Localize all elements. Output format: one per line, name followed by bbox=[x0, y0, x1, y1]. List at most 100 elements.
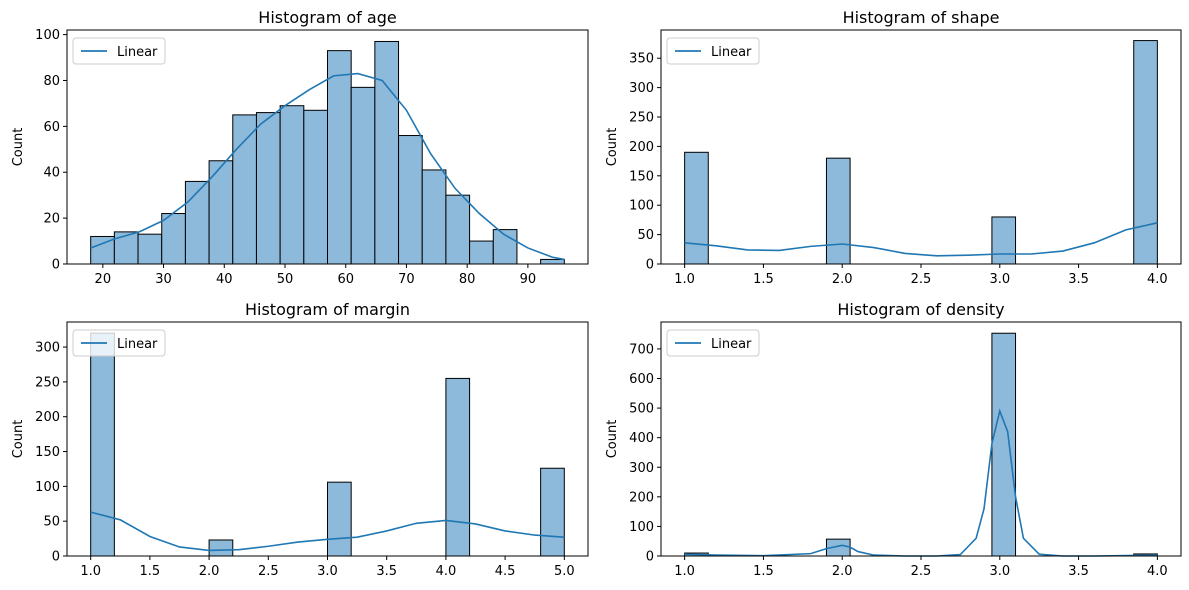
chart-shape-xtick-label: 2.0 bbox=[832, 272, 853, 287]
chart-density-kde-line bbox=[684, 408, 1158, 557]
chart-shape-ytick-label: 200 bbox=[629, 140, 654, 155]
chart-age-xtick-label: 30 bbox=[155, 272, 172, 287]
chart-density-ytick-label: 200 bbox=[629, 490, 654, 505]
chart-density-xtick-label: 1.0 bbox=[674, 564, 695, 579]
chart-margin-kde-line bbox=[90, 511, 565, 552]
chart-margin-legend: Linear bbox=[72, 329, 166, 357]
chart-margin-xtick-label: 1.0 bbox=[80, 564, 101, 579]
chart-density-panel: 1.0 1.5 2.0 2.5 3.0 3.5 4.0 0 100 200 300 400 500 600… bbox=[605, 300, 1182, 579]
chart-shape-bar bbox=[991, 216, 1017, 265]
chart-age-ytick-label: 100 bbox=[35, 28, 60, 43]
chart-age-axes-frame bbox=[66, 29, 589, 265]
chart-margin-legend-box bbox=[72, 329, 166, 357]
chart-age-xtick-label: 60 bbox=[337, 272, 354, 287]
chart-margin-xtick-label: 4.5 bbox=[495, 564, 516, 579]
chart-shape-ytick-label: 250 bbox=[629, 111, 654, 126]
chart-shape-ytick-label: 50 bbox=[637, 228, 654, 243]
chart-density-ytick-label: 300 bbox=[629, 461, 654, 476]
chart-shape-kde-line bbox=[684, 222, 1158, 257]
chart-margin-bar bbox=[327, 481, 352, 557]
chart-density-ytick-label: 700 bbox=[629, 342, 654, 357]
chart-density-ytick-label: 600 bbox=[629, 372, 654, 387]
chart-shape-axes-frame bbox=[660, 29, 1182, 265]
chart-margin-panel: 1.0 1.5 2.0 2.5 3.0 3.5 4.0 4.5 5.0 0 50 100 150 200 2… bbox=[11, 300, 589, 579]
chart-age-bar bbox=[421, 169, 447, 265]
chart-margin-xtick-label: 5.0 bbox=[554, 564, 575, 579]
chart-age-bar bbox=[255, 112, 281, 265]
chart-age-ytick-label: 20 bbox=[43, 212, 60, 227]
chart-margin-ytick-label: 300 bbox=[35, 341, 60, 356]
chart-density-xtick-label: 3.0 bbox=[989, 564, 1010, 579]
chart-shape-panel: 1.0 1.5 2.0 2.5 3.0 3.5 4.0 0 50 100 150 200 250 300 3… bbox=[605, 8, 1182, 287]
chart-margin-ytick-label: 200 bbox=[35, 410, 60, 425]
chart-age-bar bbox=[350, 86, 376, 265]
chart-shape-bar bbox=[825, 157, 851, 265]
chart-margin-ylabel: Count bbox=[11, 420, 26, 459]
chart-shape-ytick-label: 0 bbox=[646, 258, 654, 273]
chart-margin-xtick-label: 3.0 bbox=[317, 564, 338, 579]
chart-shape-xtick-label: 3.0 bbox=[989, 272, 1010, 287]
chart-age-bar bbox=[113, 231, 139, 265]
chart-density-bar bbox=[991, 332, 1017, 557]
chart-age-bar bbox=[445, 194, 471, 265]
chart-age-bar bbox=[137, 233, 163, 265]
chart-shape-xtick-label: 4.0 bbox=[1147, 272, 1168, 287]
chart-age-xtick-label: 40 bbox=[216, 272, 233, 287]
chart-margin-ytick-label: 0 bbox=[52, 550, 60, 565]
chart-margin-bar bbox=[90, 332, 115, 557]
chart-age-bar bbox=[374, 40, 400, 265]
chart-density-axes-frame bbox=[660, 321, 1182, 557]
chart-margin-ytick-label: 100 bbox=[35, 480, 60, 495]
chart-shape-ytick-label: 100 bbox=[629, 199, 654, 214]
chart-shape-legend-box bbox=[666, 37, 760, 65]
chart-density-ytick-label: 0 bbox=[646, 550, 654, 565]
chart-age-bar bbox=[161, 213, 186, 265]
chart-shape-legend: Linear bbox=[666, 37, 760, 65]
chart-density-xtick-label: 2.5 bbox=[911, 564, 932, 579]
chart-margin-legend-label: Linear bbox=[117, 337, 158, 352]
chart-age-legend-box bbox=[72, 37, 166, 65]
chart-margin-title: Histogram of margin bbox=[245, 300, 410, 319]
chart-age-bar bbox=[184, 180, 210, 265]
chart-density-ytick-label: 100 bbox=[629, 520, 654, 535]
chart-age-bar bbox=[279, 105, 305, 265]
chart-margin-bar bbox=[445, 377, 471, 557]
chart-shape-xtick-label: 1.0 bbox=[674, 272, 695, 287]
chart-age-legend-label: Linear bbox=[117, 45, 158, 60]
chart-shape-ytick-label: 350 bbox=[629, 52, 654, 67]
chart-age-bar bbox=[327, 50, 352, 265]
chart-age-xtick-label: 50 bbox=[277, 272, 294, 287]
chart-density-ytick-label: 500 bbox=[629, 402, 654, 417]
chart-margin-bar bbox=[540, 467, 565, 557]
chart-age-bar bbox=[303, 109, 328, 265]
chart-age-bar bbox=[540, 258, 565, 265]
chart-shape-ylabel: Count bbox=[605, 128, 620, 167]
chart-age-xtick-label: 90 bbox=[520, 272, 537, 287]
chart-density-xtick-label: 1.5 bbox=[753, 564, 774, 579]
chart-age-ytick-label: 40 bbox=[43, 166, 60, 181]
chart-shape-bar bbox=[1133, 40, 1158, 265]
chart-margin-bar bbox=[208, 539, 234, 557]
chart-age-bar bbox=[232, 114, 257, 265]
chart-shape-title: Histogram of shape bbox=[843, 8, 1000, 27]
chart-shape-xtick-label: 2.5 bbox=[911, 272, 932, 287]
chart-density-xtick-label: 2.0 bbox=[832, 564, 853, 579]
chart-margin-xtick-label: 2.5 bbox=[258, 564, 279, 579]
chart-margin-ytick-label: 50 bbox=[43, 515, 60, 530]
chart-margin-ytick-label: 150 bbox=[35, 445, 60, 460]
chart-age-bar bbox=[469, 240, 494, 265]
chart-age-ytick-label: 0 bbox=[52, 258, 60, 273]
chart-shape-legend-label: Linear bbox=[711, 45, 752, 60]
chart-age-ytick-label: 60 bbox=[43, 120, 60, 135]
chart-margin-xtick-label: 1.5 bbox=[140, 564, 161, 579]
chart-density-xtick-label: 4.0 bbox=[1147, 564, 1168, 579]
chart-age-xtick-label: 70 bbox=[398, 272, 415, 287]
chart-margin-xtick-label: 4.0 bbox=[436, 564, 457, 579]
chart-margin-xtick-label: 3.5 bbox=[376, 564, 397, 579]
chart-shape-ytick-label: 150 bbox=[629, 169, 654, 184]
chart-margin-ytick-label: 250 bbox=[35, 375, 60, 390]
chart-age-ylabel: Count bbox=[11, 128, 26, 167]
chart-shape-bar bbox=[684, 151, 709, 265]
chart-age-legend: Linear bbox=[72, 37, 166, 65]
